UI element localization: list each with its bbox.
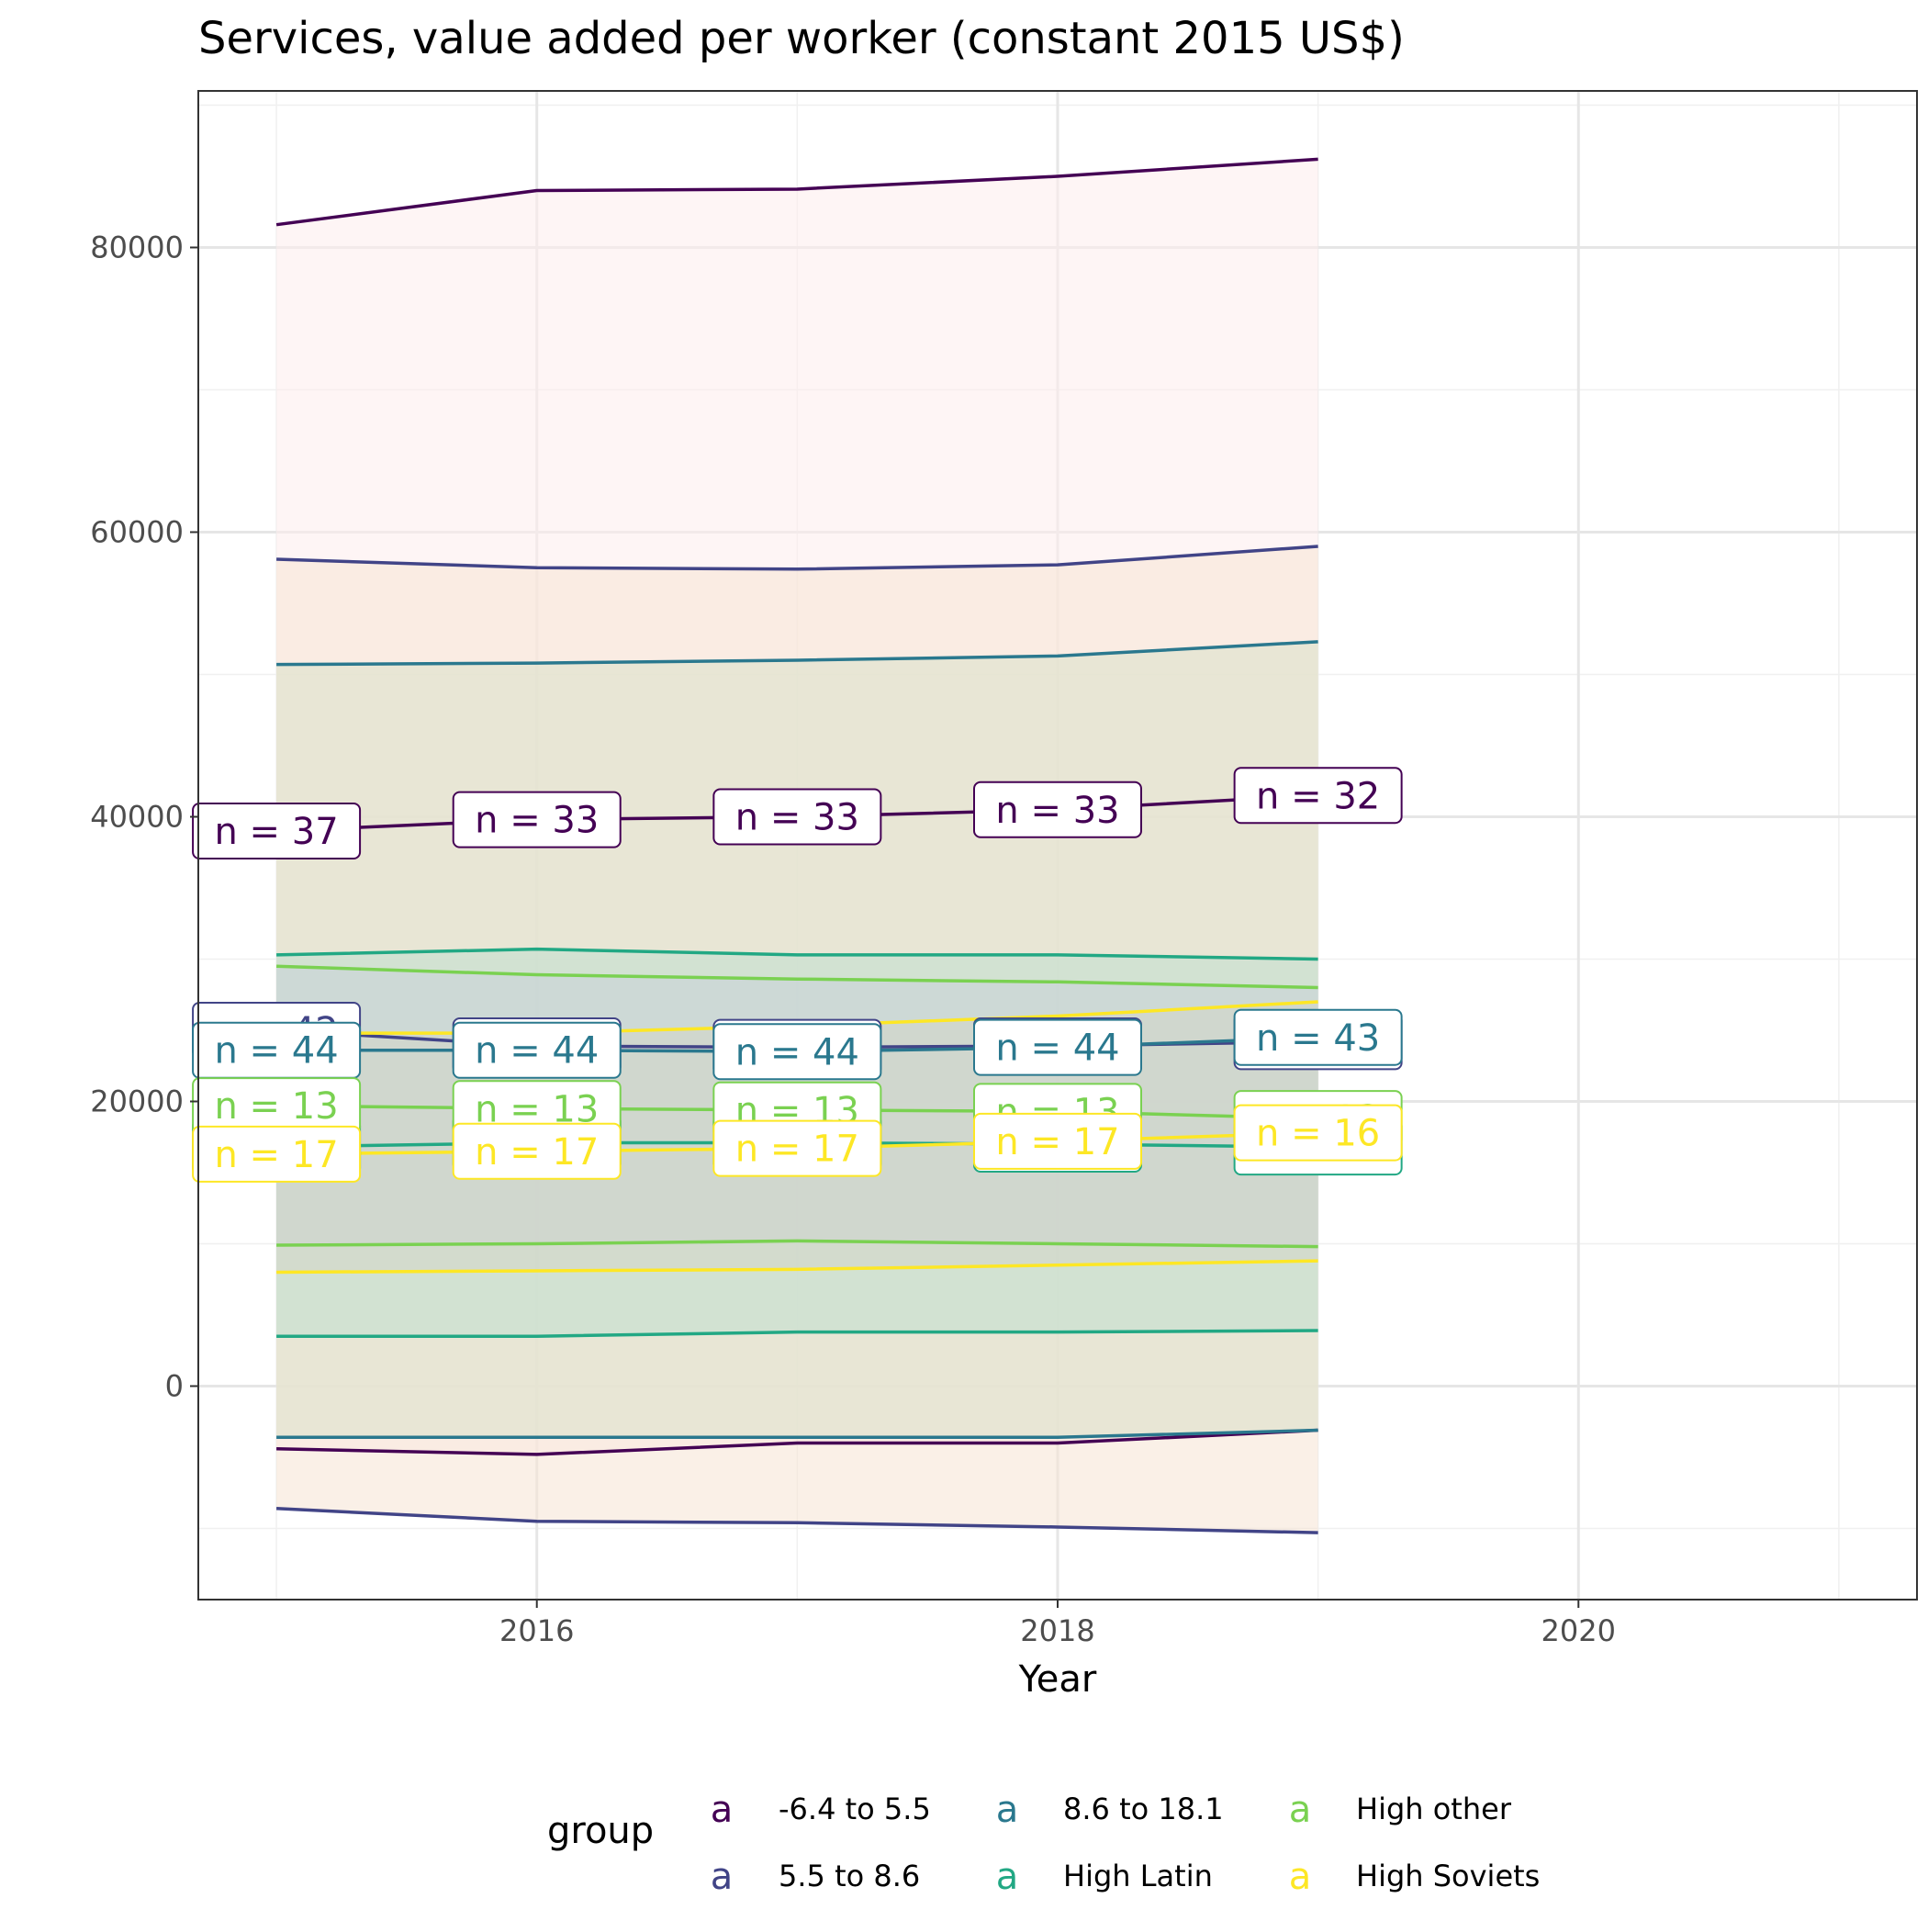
lower-line-high-other (276, 1239, 1318, 1249)
data-label-box (1233, 1104, 1403, 1162)
data-label-text: n = 16 (1256, 1113, 1380, 1155)
data-label-6-4-to-5-5: n = 37 (192, 803, 362, 859)
data-label-box (452, 791, 622, 848)
data-label-8-6-to-18-1: n = 44 (973, 1018, 1142, 1076)
legend-item-high-latin: a High Latin (996, 1856, 1213, 1898)
data-label-6-4-to-5-5: n = 33 (452, 791, 622, 848)
data-label-text: n = 17 (475, 1131, 599, 1174)
data-labels: n = 37n = 33n = 33n = 33n = 32n = 42n = … (192, 767, 1403, 1183)
x-axis-title: Year (1018, 1658, 1097, 1701)
legend-key-glyph: a (996, 1789, 1019, 1831)
y-tick-label: 80000 (90, 230, 184, 265)
data-label-box (452, 1122, 622, 1180)
lower-line-5-5-to-8-6 (276, 1507, 1318, 1534)
lower-line-high-soviets (276, 1259, 1318, 1275)
y-tick-label: 0 (165, 1369, 184, 1404)
x-tick-label: 2020 (1541, 1613, 1616, 1648)
data-label-box (973, 781, 1142, 838)
data-label-box (973, 1018, 1142, 1076)
legend-key-glyph: a (1289, 1789, 1312, 1831)
data-label-6-4-to-5-5: n = 32 (1233, 767, 1403, 825)
data-label-text: n = 44 (214, 1030, 338, 1073)
upper-line-8-6-to-18-1 (276, 640, 1318, 667)
data-label-8-6-to-18-1: n = 43 (1233, 1008, 1403, 1066)
chart-title: Services, value added per worker (consta… (198, 13, 1405, 64)
y-tick-label: 20000 (90, 1084, 184, 1119)
data-label-6-4-to-5-5: n = 33 (973, 781, 1142, 838)
legend-item-label: High other (1356, 1792, 1512, 1826)
legend-item-label: High Soviets (1356, 1859, 1540, 1893)
data-label-6-4-to-5-5: n = 33 (712, 788, 882, 846)
data-label-8-6-to-18-1: n = 44 (192, 1021, 362, 1079)
data-label-text: n = 17 (735, 1129, 859, 1171)
y-tick-label: 60000 (90, 515, 184, 550)
data-label-text: n = 44 (995, 1028, 1119, 1070)
data-label-box (1233, 1008, 1403, 1066)
legend-item-label: -6.4 to 5.5 (779, 1792, 931, 1826)
data-label-box (712, 1023, 882, 1081)
lower-line-6-4-to-5-5 (276, 1428, 1318, 1456)
axis-ticks: 2016 2018 2020 0 20000 40000 60000 80000 (90, 230, 1616, 1649)
x-tick-label: 2018 (1020, 1613, 1094, 1648)
y-tick-label: 40000 (90, 800, 184, 835)
data-label-text: n = 17 (214, 1134, 338, 1176)
data-label-box (712, 788, 882, 846)
data-label-8-6-to-18-1: n = 44 (452, 1021, 622, 1079)
legend-item-label: High Latin (1063, 1859, 1213, 1893)
data-label-high-soviets: n = 16 (1233, 1104, 1403, 1162)
ribbon-bands (276, 159, 1318, 1533)
data-label-box (452, 1021, 622, 1079)
legend-item-high-other: a High other (1289, 1789, 1512, 1831)
upper-line-high-other (276, 964, 1318, 990)
data-label-box (712, 1119, 882, 1177)
legend-item-6-4-to-5-5: a -6.4 to 5.5 (711, 1789, 931, 1831)
data-label-text: n = 17 (995, 1121, 1119, 1163)
data-label-box (1233, 767, 1403, 825)
legend-key-glyph: a (996, 1856, 1019, 1898)
data-label-text: n = 44 (475, 1030, 599, 1073)
data-label-high-soviets: n = 17 (192, 1125, 362, 1183)
legend-key-glyph: a (711, 1789, 734, 1831)
data-label-text: n = 43 (1256, 1017, 1380, 1060)
lower-line-8-6-to-18-1 (276, 1428, 1318, 1440)
data-label-box (192, 803, 362, 859)
legend-item-8-6-to-18-1: a 8.6 to 18.1 (996, 1789, 1224, 1831)
legend-item-label: 5.5 to 8.6 (779, 1859, 920, 1893)
legend: group a -6.4 to 5.5 a 5.5 to 8.6 a 8.6 to 18.… (547, 1789, 1540, 1898)
data-label-text: n = 13 (214, 1085, 338, 1128)
data-label-high-soviets: n = 17 (712, 1119, 882, 1177)
data-label-high-soviets: n = 17 (452, 1122, 622, 1180)
upper-line-6-4-to-5-5 (275, 157, 1318, 227)
upper-line-high-latin (276, 947, 1318, 961)
data-label-box (192, 1125, 362, 1183)
data-label-8-6-to-18-1: n = 44 (712, 1023, 882, 1081)
data-label-text: n = 33 (995, 790, 1119, 832)
legend-title: group (547, 1810, 654, 1852)
upper-line-5-5-to-8-6 (276, 545, 1318, 571)
data-label-text: n = 37 (214, 811, 338, 853)
legend-item-label: 8.6 to 18.1 (1063, 1792, 1224, 1826)
data-label-high-soviets: n = 17 (973, 1112, 1142, 1170)
data-label-text: n = 32 (1256, 775, 1380, 817)
legend-key-glyph: a (1289, 1856, 1312, 1898)
x-tick-label: 2016 (499, 1613, 574, 1648)
data-label-high-other: n = 13 (192, 1077, 362, 1135)
lower-line-high-latin (276, 1329, 1318, 1338)
data-label-box (973, 1112, 1142, 1170)
data-label-text: n = 33 (735, 797, 859, 839)
legend-item-high-soviets: a High Soviets (1289, 1856, 1541, 1898)
data-label-text: n = 44 (735, 1031, 859, 1073)
data-label-text: n = 33 (475, 800, 599, 842)
legend-key-glyph: a (711, 1856, 734, 1898)
legend-item-5-5-to-8-6: a 5.5 to 8.6 (711, 1856, 921, 1898)
